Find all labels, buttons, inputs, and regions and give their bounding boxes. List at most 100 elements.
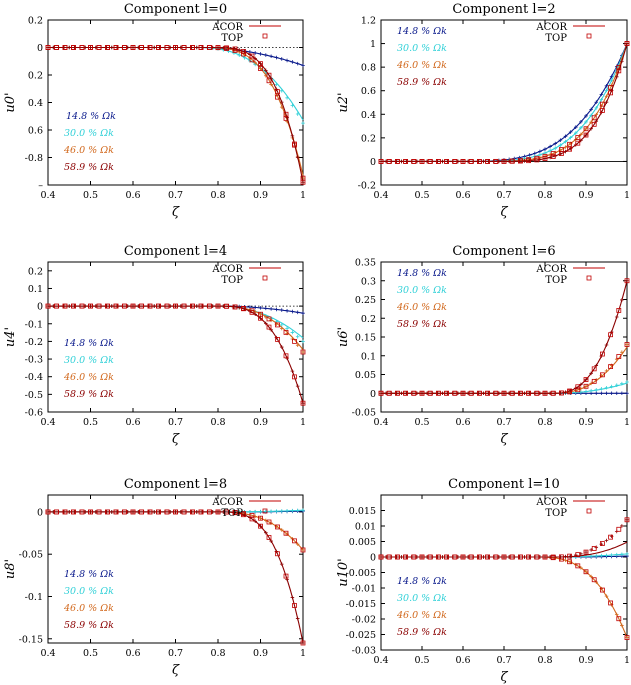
top-marker xyxy=(435,390,441,396)
x-tick-label: 0.6 xyxy=(125,417,140,428)
data-point xyxy=(579,120,583,124)
data-point xyxy=(548,144,552,149)
data-point xyxy=(461,391,465,396)
top-marker xyxy=(249,53,255,59)
y-tick-label: -0.05 xyxy=(352,408,376,419)
top-marker xyxy=(190,303,195,309)
y-tick-label: -0.02 xyxy=(352,615,376,626)
data-point xyxy=(604,369,609,373)
top-marker xyxy=(493,554,499,560)
data-point xyxy=(522,159,527,163)
top-marker xyxy=(468,159,474,164)
data-point xyxy=(237,53,242,57)
top-marker xyxy=(591,115,597,121)
top-marker xyxy=(444,390,450,396)
top-marker xyxy=(147,509,153,515)
data-point xyxy=(279,528,284,532)
x-axis-label: ζ xyxy=(500,205,508,220)
data-point xyxy=(279,308,284,312)
chart-title: Component l=8 xyxy=(124,477,227,492)
top-marker xyxy=(501,390,507,396)
x-tick-label: 1 xyxy=(300,417,306,428)
top-marker xyxy=(616,68,622,74)
data-point xyxy=(620,381,624,386)
data-point xyxy=(194,304,199,308)
top-marker xyxy=(460,159,466,164)
legend-entry: 58.9 % Ωk xyxy=(64,620,114,631)
data-point xyxy=(379,555,383,559)
data-point xyxy=(399,391,404,396)
top-marker xyxy=(559,151,564,156)
top-marker xyxy=(616,308,622,313)
x-tick-label: 0.4 xyxy=(373,655,388,666)
top-marker xyxy=(130,509,136,515)
top-marker xyxy=(71,45,76,50)
top-marker xyxy=(292,374,297,380)
top-marker xyxy=(542,390,548,396)
top-marker xyxy=(559,390,564,396)
y-tick-label: -0.5 xyxy=(25,390,43,401)
top-marker xyxy=(485,390,491,396)
top-marker xyxy=(567,559,572,565)
top-marker xyxy=(526,158,531,164)
top-marker xyxy=(96,45,102,50)
top-marker xyxy=(550,151,556,156)
top-marker xyxy=(493,159,499,164)
top-marker xyxy=(62,509,68,515)
top-marker xyxy=(224,303,229,309)
legend-top-swatch xyxy=(586,508,592,514)
data-point xyxy=(604,594,609,598)
top-marker xyxy=(156,45,161,50)
data-point xyxy=(563,149,568,154)
x-tick-label: 1 xyxy=(624,190,630,201)
legend-entry: 46.0 % Ωk xyxy=(63,603,114,614)
data-point xyxy=(594,391,599,396)
data-point xyxy=(625,380,629,384)
data-point xyxy=(558,138,563,142)
data-point xyxy=(604,391,609,396)
top-marker xyxy=(583,569,589,575)
series-2 xyxy=(378,342,630,396)
legend-entry: 14.8 % Ωk xyxy=(397,268,447,279)
data-point xyxy=(253,305,257,310)
data-point xyxy=(295,384,300,388)
legend-entry: 30.0 % Ωk xyxy=(397,43,447,54)
data-point xyxy=(584,126,588,131)
top-marker xyxy=(113,303,119,309)
top-marker xyxy=(113,509,119,515)
data-point xyxy=(269,307,273,311)
data-point xyxy=(295,508,300,513)
data-point xyxy=(88,304,93,308)
top-marker xyxy=(79,303,85,309)
x-tick-label: 0.7 xyxy=(168,417,183,428)
top-marker xyxy=(518,390,523,396)
data-point xyxy=(594,554,599,558)
x-tick-label: 1 xyxy=(624,417,630,428)
x-tick-label: 1 xyxy=(300,648,306,659)
top-marker xyxy=(435,159,441,164)
top-marker xyxy=(215,45,221,50)
data-point xyxy=(290,595,295,600)
top-marker xyxy=(501,554,507,560)
top-marker xyxy=(624,278,630,284)
data-point xyxy=(173,45,178,50)
x-tick-label: 1 xyxy=(300,190,306,201)
top-marker xyxy=(509,554,515,560)
top-marker xyxy=(300,400,306,406)
top-marker xyxy=(567,141,572,147)
y-tick-label: -0.025 xyxy=(346,630,376,641)
acor-line xyxy=(48,46,304,121)
data-point xyxy=(253,509,257,514)
top-marker xyxy=(147,45,153,50)
y-tick-label: 0.25 xyxy=(355,295,376,306)
y-tick-label: -0.2 xyxy=(358,181,376,192)
data-point xyxy=(290,369,295,373)
data-point xyxy=(301,339,305,344)
data-point xyxy=(579,126,583,130)
data-point xyxy=(604,88,609,93)
y-tick-label: 0.6 xyxy=(28,126,43,137)
y-tick-label: 0 xyxy=(37,507,43,518)
top-marker xyxy=(266,78,272,84)
data-point xyxy=(502,159,506,164)
top-marker xyxy=(181,303,187,309)
